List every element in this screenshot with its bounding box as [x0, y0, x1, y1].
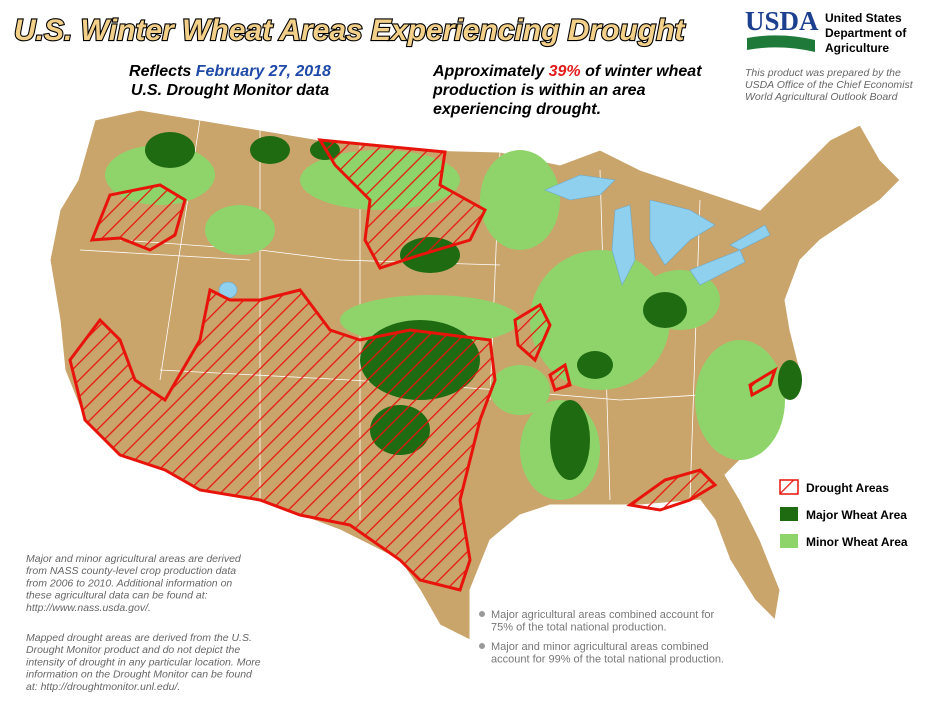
agency-name-line: Agriculture: [825, 41, 889, 55]
legend-label: Major Wheat Area: [806, 508, 907, 522]
note-line: intensity of drought in any particular l…: [26, 656, 261, 668]
agency-note-line: This product was prepared by the: [745, 67, 901, 79]
agency-note-line: World Agricultural Outlook Board: [745, 91, 899, 103]
legend: Drought Areas Major Wheat Area Minor Wheat…: [779, 479, 908, 549]
summary-suffix: of winter wheat: [581, 63, 703, 80]
summary: Approximately 39% of winter wheat: [432, 63, 702, 80]
note-line: Drought Monitor product and do not depic…: [26, 644, 240, 656]
note-line: at: http://droughtmonitor.unl.edu/.: [26, 681, 180, 693]
summary-prefix: Approximately: [432, 63, 549, 80]
bullet-line: Major and minor agricultural areas combi…: [491, 641, 709, 653]
note-line: http://www.nass.usda.gov/.: [26, 602, 151, 614]
usda-logo: USDA: [745, 6, 819, 36]
bullet-dot: [479, 611, 485, 617]
note-line: from NASS county-level crop production d…: [26, 565, 236, 577]
title: U.S. Winter Wheat Areas Experiencing Dro…: [14, 14, 686, 47]
summary-line2: production is within an area: [432, 82, 646, 99]
reflects-date: February 27, 2018: [196, 63, 331, 80]
legend-swatch: [780, 534, 798, 548]
reflects-line2: U.S. Drought Monitor data: [131, 82, 329, 99]
great-lakes: [218, 174, 771, 299]
note-line: these agricultural data can be found at:: [26, 590, 208, 602]
bullets: Major agricultural areas combined accoun…: [479, 609, 724, 666]
note-line: from 2006 to 2010. Additional informatio…: [26, 577, 232, 589]
bullet-dot: [479, 643, 485, 649]
reflects-prefix: Reflects: [129, 63, 196, 80]
note-line: Mapped drought areas are derived from th…: [26, 632, 252, 644]
note-line: Major and minor agricultural areas are d…: [26, 553, 242, 565]
agency-name-line: Department of: [825, 26, 907, 40]
minor-wheat-areas: [105, 145, 785, 500]
legend-swatch: [780, 507, 798, 521]
note-line: information on the Drought Monitor can b…: [26, 669, 253, 681]
notes: Major and minor agricultural areas are d…: [26, 553, 261, 693]
bullet-line: account for 99% of the total national pr…: [491, 654, 724, 666]
legend-label: Drought Areas: [806, 481, 889, 495]
us-map: [49, 109, 901, 641]
summary-percent: 39%: [549, 63, 581, 80]
drought-areas: [68, 138, 778, 592]
bullet-line: Major agricultural areas combined accoun…: [491, 609, 715, 621]
summary-line3: experiencing drought.: [433, 101, 601, 118]
legend-label: Minor Wheat Area: [806, 535, 908, 549]
agency-name-line: United States: [825, 11, 902, 25]
legend-swatch: [779, 479, 799, 495]
agency-note-line: USDA Office of the Chief Economist: [745, 79, 914, 91]
reflects: Reflects February 27, 2018: [129, 63, 331, 80]
bullet-line: 75% of the total national production.: [491, 622, 667, 634]
usda-logo-hills: [747, 35, 815, 52]
